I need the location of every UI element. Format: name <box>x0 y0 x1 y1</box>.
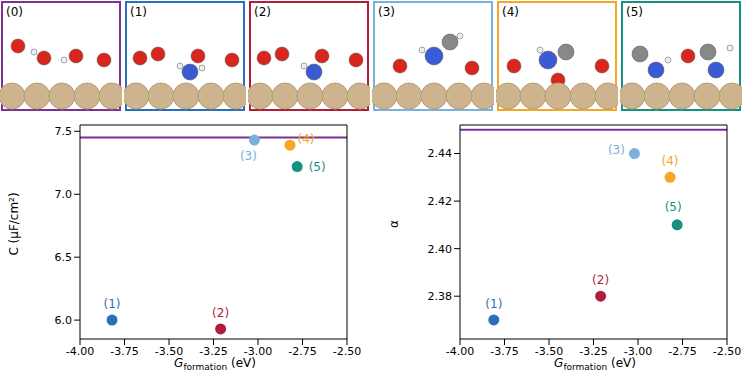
svg-text:7.0: 7.0 <box>55 188 73 201</box>
html-text:C (μF/cm²): C (μF/cm²) <box>7 192 21 256</box>
svg-text:7.5: 7.5 <box>55 125 73 138</box>
svg-text:(4): (4) <box>298 132 315 146</box>
svg-text:6.0: 6.0 <box>55 314 73 327</box>
svg-text:-2.50: -2.50 <box>713 345 741 358</box>
svg-text:2.44: 2.44 <box>428 147 453 160</box>
svg-text:(2): (2) <box>212 306 229 320</box>
svg-text:(1): (1) <box>485 297 502 311</box>
svg-text:6.5: 6.5 <box>55 251 73 264</box>
svg-text:(4): (4) <box>502 5 519 19</box>
svg-text:-3.00: -3.00 <box>624 345 652 358</box>
svg-text:(3): (3) <box>240 149 257 163</box>
svg-text:-2.75: -2.75 <box>288 345 316 358</box>
svg-text:(2): (2) <box>254 5 271 19</box>
svg-text:(5): (5) <box>665 200 682 214</box>
svg-text:-3.00: -3.00 <box>244 345 272 358</box>
svg-text:-4.00: -4.00 <box>446 345 474 358</box>
svg-text:(0): (0) <box>6 5 23 19</box>
svg-text:-3.25: -3.25 <box>579 345 607 358</box>
svg-text:-2.50: -2.50 <box>333 345 361 358</box>
html-text:Gformation (eV): Gformation (eV) <box>554 356 636 373</box>
svg-text:2.40: 2.40 <box>428 243 453 256</box>
svg-text:(5): (5) <box>626 5 643 19</box>
svg-text:2.38: 2.38 <box>428 290 453 303</box>
svg-text:(1): (1) <box>130 5 147 19</box>
html-text:Gformation (eV): Gformation (eV) <box>174 356 256 373</box>
svg-text:(4): (4) <box>662 154 679 168</box>
svg-text:(3): (3) <box>608 143 625 157</box>
svg-text:2.42: 2.42 <box>428 195 453 208</box>
svg-text:-3.50: -3.50 <box>535 345 563 358</box>
svg-text:-3.75: -3.75 <box>110 345 138 358</box>
svg-text:-2.75: -2.75 <box>668 345 696 358</box>
svg-text:-4.00: -4.00 <box>66 345 94 358</box>
svg-text:(5): (5) <box>309 160 326 174</box>
svg-text:-3.75: -3.75 <box>490 345 518 358</box>
svg-text:(1): (1) <box>104 297 121 311</box>
svg-text:(2): (2) <box>592 273 609 287</box>
svg-text:-3.50: -3.50 <box>155 345 183 358</box>
html-text:α: α <box>387 220 401 228</box>
svg-text:-3.25: -3.25 <box>199 345 227 358</box>
svg-text:(3): (3) <box>378 5 395 19</box>
